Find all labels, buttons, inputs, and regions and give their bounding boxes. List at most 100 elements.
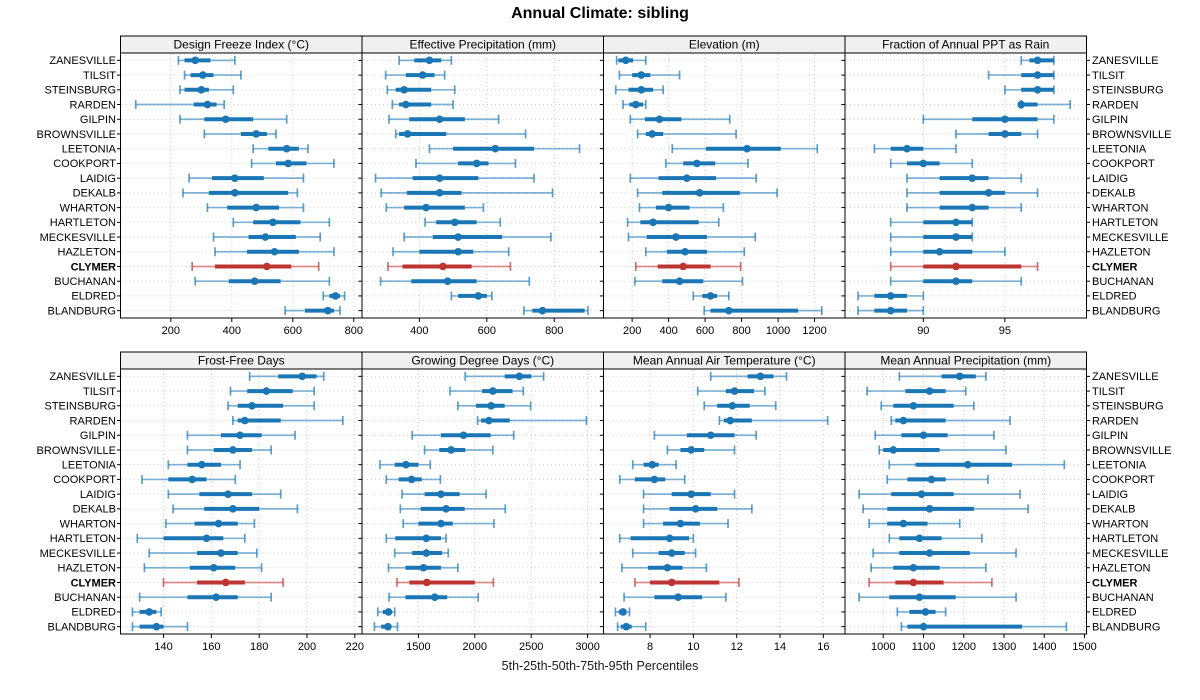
- percentile-row-leetonia: [888, 460, 1066, 470]
- percentile-row-hazleton: [214, 247, 335, 257]
- median-dot: [217, 549, 225, 557]
- station-label-left: CLYMER: [71, 261, 116, 273]
- median-dot: [262, 387, 271, 395]
- median-dot: [423, 578, 431, 587]
- median-dot: [221, 578, 230, 587]
- x-axis-tick-label: 10: [687, 641, 699, 653]
- station-label-right: LAIDIG: [1092, 173, 1128, 185]
- median-dot: [435, 189, 444, 197]
- median-dot: [298, 372, 307, 381]
- station-label-left: ELDRED: [71, 607, 116, 619]
- percentile-row-dekalb: [906, 188, 1039, 198]
- x-axis-tick-label: 1000: [871, 641, 895, 653]
- median-dot: [655, 115, 664, 124]
- median-dot: [331, 292, 340, 300]
- percentile-row-hazleton: [889, 247, 1006, 257]
- median-dot: [419, 563, 428, 572]
- median-dot: [407, 475, 416, 484]
- median-dot: [725, 306, 733, 315]
- panel-effective-precipitation-mm: 400 600 800 Effective Precipitation (mm): [358, 35, 607, 337]
- station-label-right: BUCHANAN: [1092, 592, 1154, 604]
- percentile-row-steinsburg: [179, 85, 235, 95]
- station-label-right: LAIDIG: [1092, 489, 1128, 501]
- median-dot: [199, 71, 207, 79]
- x-axis-tick-label: 1400: [1032, 641, 1056, 653]
- percentile-row-laidig: [374, 173, 535, 183]
- median-dot: [919, 622, 928, 631]
- median-dot: [687, 446, 696, 454]
- percentile-row-laidig: [188, 173, 305, 183]
- median-dot: [650, 475, 659, 484]
- median-dot: [435, 174, 444, 182]
- median-dot: [459, 431, 468, 440]
- median-dot: [282, 144, 291, 153]
- median-dot: [384, 622, 392, 631]
- x-axis-tick-label: 1100: [912, 641, 936, 653]
- median-dot: [402, 460, 410, 469]
- percentile-row-rarden: [890, 416, 1011, 426]
- median-dot: [886, 306, 895, 315]
- station-label-right: COOKPORT: [1092, 474, 1155, 486]
- percentile-row-brownsville: [636, 129, 737, 139]
- median-dot: [984, 189, 993, 197]
- median-dot: [952, 262, 960, 271]
- x-axis-tick-label: 400: [410, 325, 428, 337]
- median-dot: [675, 277, 684, 285]
- median-dot: [683, 174, 691, 182]
- x-axis-tick-label: 220: [346, 641, 364, 653]
- percentile-row-wharton: [402, 519, 495, 529]
- percentile-row-leetonia: [671, 144, 819, 154]
- median-dot: [202, 534, 211, 543]
- station-label-left: BLANDBURG: [48, 621, 116, 633]
- median-dot: [756, 372, 765, 381]
- percentile-row-buchanan: [379, 276, 531, 286]
- percentile-row-gilpin: [922, 114, 1055, 124]
- median-dot: [921, 608, 930, 616]
- percentile-row-steinsburg: [614, 85, 664, 95]
- percentile-row-clymer: [634, 577, 740, 587]
- percentile-row-rarden: [718, 416, 829, 426]
- percentile-row-buchanan: [623, 592, 727, 602]
- percentile-row-eldred: [450, 291, 493, 301]
- median-dot: [263, 262, 271, 271]
- median-dot: [203, 100, 212, 109]
- station-label-left: HAZLETON: [58, 247, 117, 259]
- median-dot: [621, 56, 630, 65]
- median-dot: [221, 115, 230, 124]
- x-axis-tick-label: 1200: [951, 641, 975, 653]
- station-label-left: LAIDIG: [80, 173, 116, 185]
- percentile-row-meckesville: [631, 548, 697, 558]
- median-dot: [963, 460, 972, 469]
- median-dot: [1017, 100, 1026, 109]
- panel-plot-area: [361, 52, 604, 319]
- percentile-row-rarden: [391, 100, 454, 110]
- x-axis-tick-label: 800: [345, 325, 363, 337]
- median-dot: [538, 306, 547, 315]
- median-dot: [236, 431, 244, 440]
- median-dot: [919, 431, 928, 440]
- median-dot: [324, 306, 332, 315]
- percentile-row-clymer: [191, 261, 320, 271]
- median-dot: [728, 402, 737, 410]
- percentile-row-dekalb: [380, 188, 554, 198]
- percentile-row-steinsburg: [386, 85, 456, 95]
- panel-mean-annual-air-temperature-c: 8 10 12 14 16 Mean Annual Air Temperature (°C…: [600, 351, 849, 653]
- median-dot: [252, 203, 260, 212]
- percentile-row-hazleton: [387, 563, 459, 573]
- percentile-row-clymer: [868, 577, 993, 587]
- median-dot: [152, 622, 161, 631]
- median-dot: [925, 387, 934, 395]
- station-label-left: ZANESVILLE: [49, 55, 116, 67]
- percentile-row-blandburg: [703, 306, 823, 316]
- panel-header-title: Mean Annual Precipitation (mm): [880, 354, 1051, 368]
- station-label-left: HARTLETON: [50, 533, 116, 545]
- station-label-right: STEINSBURG: [1092, 85, 1164, 97]
- percentile-row-steinsburg: [227, 401, 316, 411]
- panel-elevation-m: 200 400 600 800 1000 1200 Elevation (m): [600, 35, 849, 337]
- percentile-row-tilsit: [229, 386, 316, 396]
- station-label-right: WHARTON: [1092, 518, 1148, 530]
- panel-header: [844, 35, 1087, 54]
- median-dot: [676, 519, 685, 528]
- station-label-right: COOKPORT: [1092, 158, 1155, 170]
